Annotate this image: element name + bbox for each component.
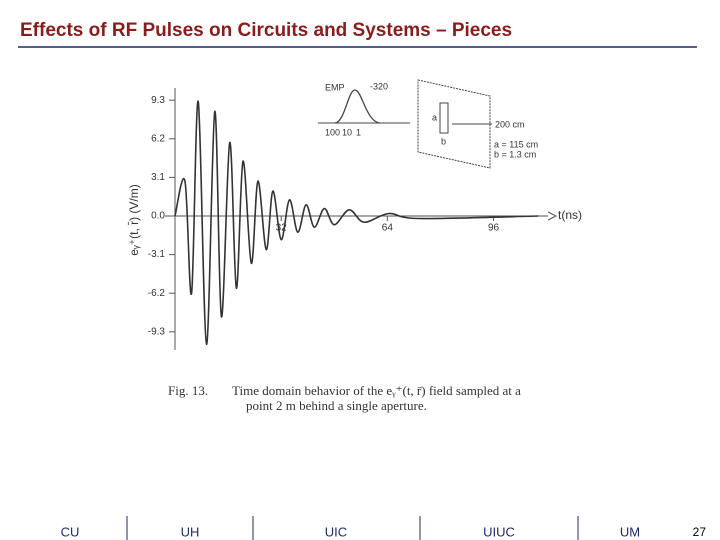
inset-label: 200 cm bbox=[495, 119, 525, 129]
axis-arrow bbox=[547, 211, 558, 221]
x-tick-label: 64 bbox=[382, 223, 394, 234]
slide-title: Effects of RF Pulses on Circuits and Sys… bbox=[20, 20, 512, 41]
footer-item: UIC bbox=[325, 524, 347, 539]
x-axis-label: t(ns) bbox=[558, 208, 582, 222]
footer: CU UH UIC UIUC UM 27 bbox=[61, 516, 707, 540]
y-tick-label: -6.2 bbox=[148, 288, 166, 299]
y-tick-label: 3.1 bbox=[151, 172, 165, 183]
inset: EMP -320 100 10 1 a b 200 cm a = 115 cm … bbox=[318, 79, 538, 169]
caption-text: point 2 m behind a single aperture. bbox=[246, 398, 427, 413]
y-tick-label: -3.1 bbox=[148, 249, 166, 260]
y-tick-label: 6.2 bbox=[151, 133, 165, 144]
y-tick-label: 9.3 bbox=[151, 95, 165, 106]
inset-label: b = 1.3 cm bbox=[494, 149, 536, 159]
inset-label: EMP bbox=[325, 82, 345, 92]
footer-item: UIUC bbox=[483, 524, 515, 539]
footer-item: UM bbox=[620, 524, 640, 539]
y-axis-label: eᵧ⁺(t, r̄) (V/m) bbox=[127, 184, 141, 256]
inset-label: 1 bbox=[356, 127, 361, 137]
caption-text: Time domain behavior of the eᵧ⁺(t, r̄) f… bbox=[232, 383, 521, 399]
waveform bbox=[174, 100, 539, 346]
inset-label: 100 bbox=[325, 127, 340, 137]
caption-number: Fig. 13. bbox=[168, 383, 208, 398]
figure: t(ns) eᵧ⁺(t, r̄) (V/m) EMP -320 100 10 1… bbox=[127, 79, 582, 413]
inset-pulse bbox=[334, 89, 381, 124]
y-tick-label: -9.3 bbox=[148, 326, 166, 337]
inset-label: a bbox=[432, 112, 437, 122]
inset-aperture bbox=[439, 102, 449, 134]
inset-label: 10 bbox=[342, 127, 352, 137]
x-tick-label: 32 bbox=[276, 223, 288, 234]
inset-label: a = 115 cm bbox=[494, 139, 538, 149]
page-number: 27 bbox=[693, 525, 707, 539]
x-tick-label: 96 bbox=[488, 223, 500, 234]
inset-label: b bbox=[441, 136, 446, 146]
inset-label: -320 bbox=[370, 81, 388, 91]
footer-item: CU bbox=[61, 524, 80, 539]
y-tick-label: 0.0 bbox=[151, 211, 165, 222]
inset-plate bbox=[417, 79, 491, 169]
footer-item: UH bbox=[181, 524, 200, 539]
